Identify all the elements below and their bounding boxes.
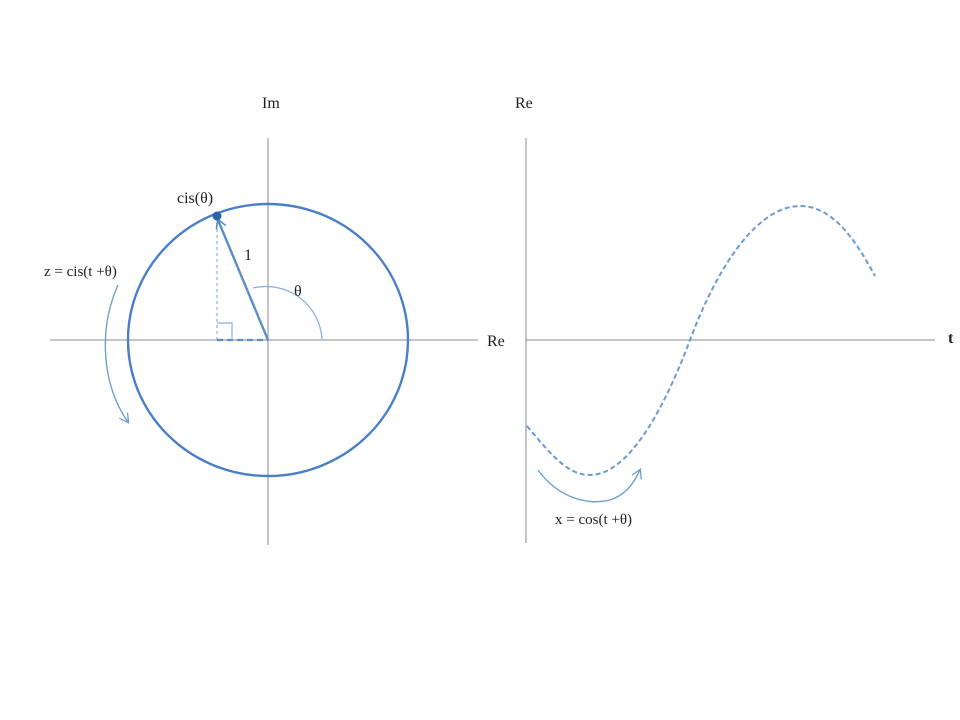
x-formula-label: x = cos(t +θ) xyxy=(555,512,632,528)
cis-point-label: cis(θ) xyxy=(177,190,213,207)
z-formula-label: z = cis(t +θ) xyxy=(44,264,117,280)
complex-plane: Im Re cis(θ) 1 θ z = cis(t +θ) xyxy=(44,95,505,545)
unit-circle xyxy=(126,202,410,478)
re-axis-label-right: Re xyxy=(515,95,533,112)
radius-label: 1 xyxy=(244,247,252,264)
cosine-curve xyxy=(526,204,876,477)
radius-vector xyxy=(215,217,270,341)
right-angle-marker-icon xyxy=(217,322,233,340)
im-axis-label: Im xyxy=(262,95,280,112)
rotation-arrow-left-icon xyxy=(104,284,130,424)
angle-arc xyxy=(252,285,323,340)
cosine-graph: Re t x = cos(t +θ) xyxy=(515,95,954,543)
re-axis-label-left: Re xyxy=(487,333,505,350)
cis-point xyxy=(212,211,222,221)
t-axis-label: t xyxy=(948,330,954,347)
rotation-arrow-right-icon xyxy=(537,467,642,503)
angle-label: θ xyxy=(294,283,302,300)
